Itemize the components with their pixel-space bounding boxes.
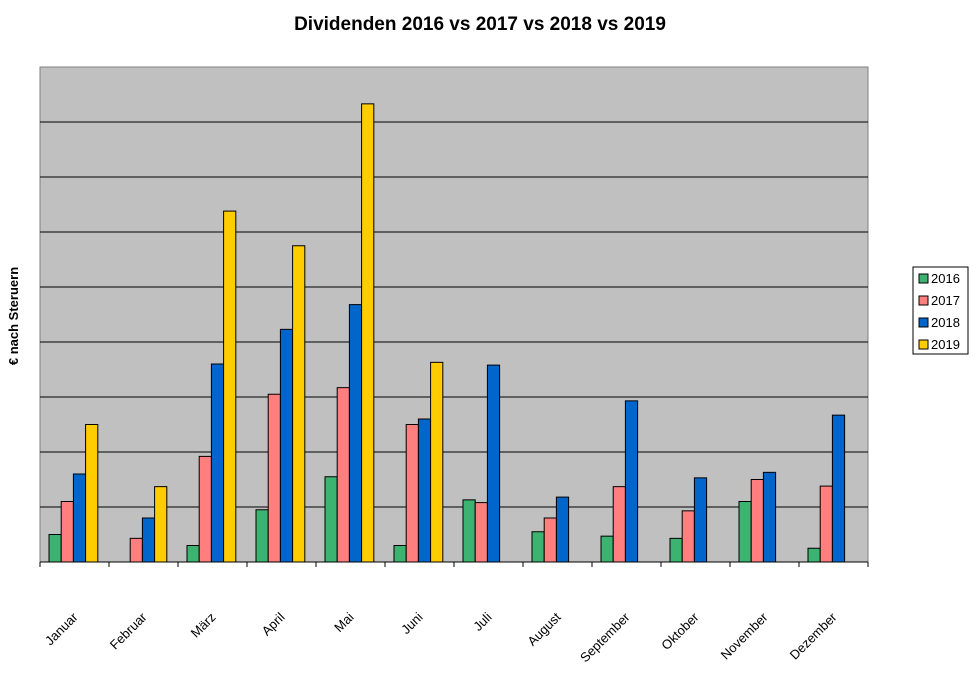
bar-2018-2 — [141, 517, 156, 563]
bar-2018-3 — [210, 363, 225, 563]
bar-2018-1 — [72, 473, 87, 563]
x-tick-label: November — [718, 609, 771, 662]
legend-label-2019: 2019 — [931, 337, 960, 352]
bar-2018-6 — [417, 418, 432, 563]
bar-2016-12 — [807, 547, 821, 563]
bar-2016-5 — [324, 476, 338, 563]
bar-2017-10 — [681, 510, 695, 563]
bar-2019-3 — [223, 210, 237, 563]
x-tick-label: Juli — [470, 609, 494, 633]
y-axis-label: € nach Steruern — [6, 267, 21, 365]
legend: 2016 2017 2018 2019 — [912, 266, 969, 355]
legend-label-2016: 2016 — [931, 271, 960, 286]
legend-label-2017: 2017 — [931, 293, 960, 308]
bar-2016-8 — [531, 531, 545, 563]
x-tick-labels: Januar Februar März April Mai Juni Juli August S… — [42, 609, 840, 665]
legend-swatch-2017 — [918, 295, 929, 306]
legend-label-2018: 2018 — [931, 315, 960, 330]
x-tick-label: Oktober — [658, 609, 702, 653]
x-tick-label: Februar — [107, 609, 150, 652]
bar-2017-5 — [336, 387, 350, 563]
bar-2018-5 — [348, 304, 363, 563]
bar-2017-8 — [543, 517, 557, 563]
bar-2019-4 — [292, 245, 306, 563]
bar-2017-2 — [129, 537, 143, 563]
x-ticks — [39, 562, 869, 567]
bar-2016-6 — [393, 545, 407, 563]
bar-2016-1 — [48, 534, 62, 563]
x-tick-label: Mai — [331, 609, 356, 634]
bar-2018-12 — [831, 414, 846, 563]
x-tick-label: Januar — [42, 609, 81, 648]
bar-2017-9 — [612, 486, 626, 563]
legend-swatch-2019 — [918, 339, 929, 350]
bar-2019-6 — [430, 361, 444, 563]
bar-2016-7 — [462, 499, 476, 563]
bar-2016-3 — [186, 545, 200, 563]
x-tick-label: August — [524, 609, 563, 648]
bar-2018-7 — [486, 364, 501, 563]
x-tick-label: April — [259, 609, 288, 638]
x-tick-label: März — [188, 610, 219, 641]
bar-2018-9 — [624, 400, 639, 563]
plot-area — [39, 66, 869, 563]
bar-2017-6 — [405, 424, 419, 563]
legend-swatch-2018 — [918, 317, 929, 328]
bar-2019-1 — [85, 424, 99, 563]
chart-title: Dividenden 2016 vs 2017 vs 2018 vs 2019 — [294, 14, 666, 35]
bar-2017-3 — [198, 455, 212, 563]
bar-2017-1 — [60, 501, 74, 563]
legend-swatch-2016 — [918, 273, 929, 284]
bar-2017-11 — [750, 479, 764, 563]
bar-2018-8 — [555, 496, 570, 563]
gridlines — [40, 121, 868, 508]
bar-2019-5 — [361, 103, 375, 563]
bar-2017-7 — [474, 502, 488, 563]
bar-2016-11 — [738, 501, 752, 563]
bar-2018-10 — [693, 477, 708, 563]
bar-2018-11 — [762, 471, 777, 563]
bar-2017-12 — [819, 485, 833, 563]
bar-2016-9 — [600, 535, 614, 563]
x-tick-label: September — [577, 609, 633, 665]
bar-2016-10 — [669, 537, 683, 563]
bar-2016-4 — [255, 509, 269, 563]
bar-2017-4 — [267, 393, 281, 563]
x-tick-label: Juni — [398, 609, 426, 637]
bar-2018-4 — [279, 328, 294, 563]
bar-2019-2 — [154, 486, 168, 563]
x-tick-label: Dezember — [787, 609, 840, 662]
